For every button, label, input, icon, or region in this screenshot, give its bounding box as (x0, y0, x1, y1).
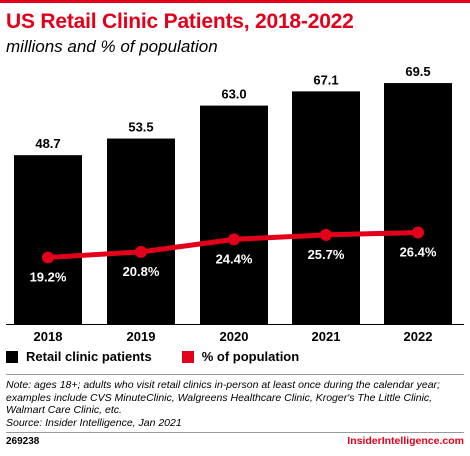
legend-label-bars: Retail clinic patients (26, 349, 152, 364)
line-value-label-2022: 26.4% (400, 244, 437, 259)
bar-2022 (384, 83, 452, 324)
bar-2018 (14, 155, 82, 324)
line-value-label-2019: 20.8% (123, 264, 160, 279)
legend-swatch-bars (6, 350, 18, 363)
note-text: Note: ages 18+; adults who visit retail … (6, 379, 440, 416)
x-tick-label-2022: 2022 (404, 329, 433, 344)
x-tick-label-2020: 2020 (220, 329, 249, 344)
bar-2019 (107, 138, 175, 324)
line-point-2018 (42, 251, 54, 264)
line-value-label-2018: 19.2% (30, 269, 67, 284)
bar-value-label-2018: 48.7 (35, 136, 60, 151)
footnote: Note: ages 18+; adults who visit retail … (6, 379, 466, 429)
bar-value-label-2021: 67.1 (313, 72, 338, 87)
bar-2020 (200, 105, 268, 324)
chart-subtitle: millions and % of population (6, 37, 218, 56)
brand-logo-text: InsiderIntelligence.com (347, 435, 464, 447)
chart-id: 269238 (6, 436, 40, 447)
legend-item-bars: Retail clinic patients (6, 349, 152, 364)
x-tick-label-2019: 2019 (127, 329, 156, 344)
chart-legend: Retail clinic patients % of population (6, 349, 329, 364)
bar-2021 (292, 91, 360, 325)
bar-value-label-2019: 53.5 (128, 120, 153, 135)
divider-top (6, 374, 464, 375)
bar-value-label-2020: 63.0 (221, 87, 246, 102)
line-value-label-2020: 24.4% (216, 251, 253, 266)
line-point-2020 (228, 233, 240, 246)
legend-item-line: % of population (181, 349, 300, 364)
x-tick-label-2021: 2021 (312, 329, 341, 344)
x-tick-label-2018: 2018 (34, 329, 63, 344)
top-accent-bar (0, 0, 470, 3)
line-point-2021 (320, 228, 332, 241)
legend-label-line: % of population (201, 349, 300, 364)
legend-swatch-line (181, 350, 194, 363)
chart-title: US Retail Clinic Patients, 2018-2022 (6, 10, 354, 33)
bar-value-label-2022: 69.5 (405, 64, 430, 79)
line-point-2019 (135, 245, 147, 258)
line-value-label-2021: 25.7% (308, 247, 345, 262)
line-point-2022 (412, 226, 424, 239)
source-text: Source: Insider Intelligence, Jan 2021 (6, 416, 182, 429)
divider-bottom (6, 432, 464, 433)
combo-chart: 48.7 53.5 63.0 67.1 69.5 19.2% 20.8% 24.4% 25.7%… (6, 64, 464, 344)
